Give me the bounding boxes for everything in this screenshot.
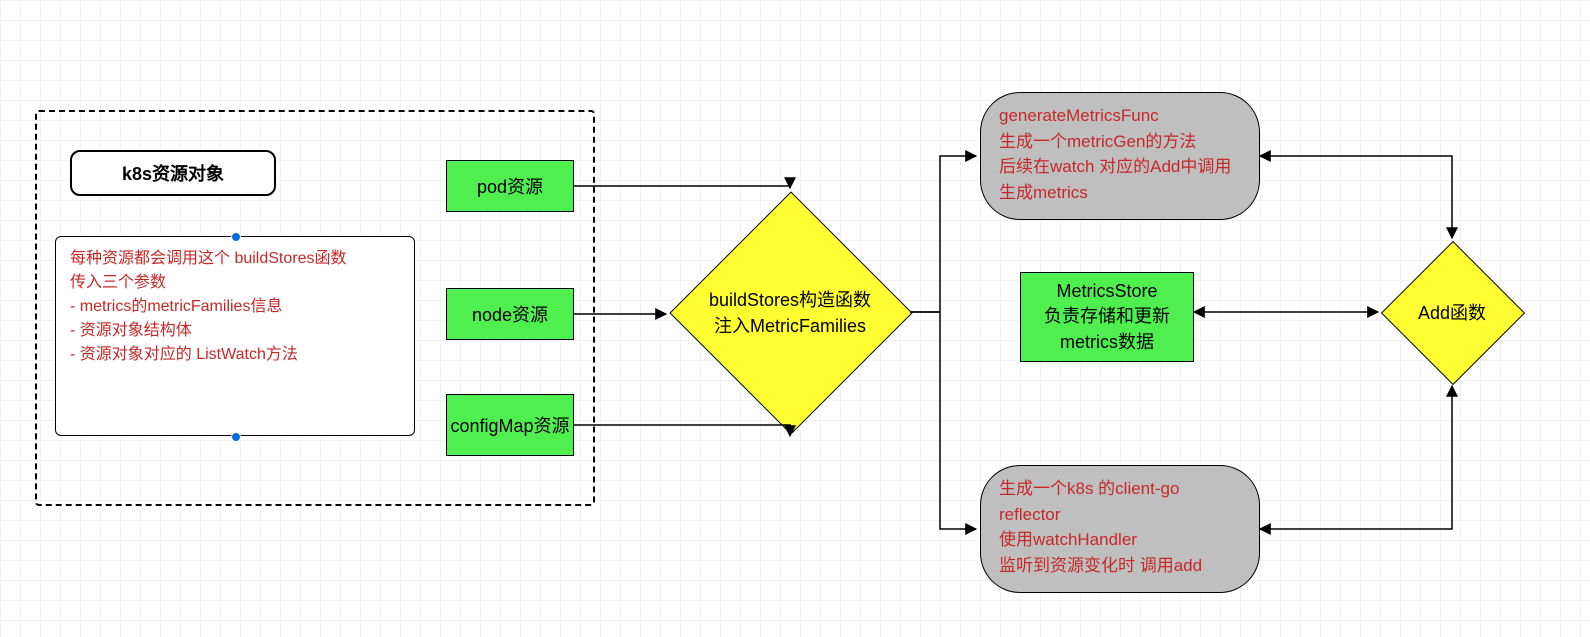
node-pod-label: pod资源	[477, 173, 543, 199]
node-configmap: configMap资源	[446, 394, 574, 456]
pill-generate-metrics: generateMetricsFunc 生成一个metricGen的方法 后续在…	[980, 92, 1260, 220]
diamond-buildstores	[669, 191, 912, 434]
pill-line: 使用watchHandler	[999, 527, 1241, 553]
edge-pod-to-build	[574, 186, 790, 188]
desc-line: 每种资源都会调用这个 buildStores函数	[70, 247, 400, 271]
desc-line: - 资源对象结构体	[70, 319, 400, 343]
desc-line: - 资源对象对应的 ListWatch方法	[70, 343, 400, 367]
node-metricsstore: MetricsStore 负责存储和更新metrics数据	[1020, 272, 1194, 362]
diamond-add	[1381, 241, 1525, 385]
node-pod: pod资源	[446, 160, 574, 212]
desc-line: - metrics的metricFamilies信息	[70, 295, 400, 319]
pill-line: 监听到资源变化时 调用add	[999, 553, 1241, 579]
edge-gen-to-add	[1260, 156, 1452, 238]
node-metricsstore-label: MetricsStore 负责存储和更新metrics数据	[1027, 281, 1187, 354]
edge-cfg-to-build	[574, 425, 790, 436]
pill-reflector: 生成一个k8s 的client-go reflector 使用watchHand…	[980, 465, 1260, 593]
anchor-dot	[231, 232, 241, 242]
desc-line: 传入三个参数	[70, 271, 400, 295]
group-title: k8s资源对象	[70, 150, 276, 196]
node-node: node资源	[446, 288, 574, 340]
pill-line: 后续在watch 对应的Add中调用生成metrics	[999, 154, 1241, 205]
edge-build-to-gen	[910, 156, 976, 312]
node-node-label: node资源	[472, 301, 548, 327]
pill-line: generateMetricsFunc	[999, 103, 1241, 129]
edge-refl-to-add	[1260, 386, 1452, 529]
edge-build-to-refl	[910, 312, 976, 529]
group-desc: 每种资源都会调用这个 buildStores函数 传入三个参数 - metric…	[55, 236, 415, 436]
flowchart-canvas: k8s资源对象 每种资源都会调用这个 buildStores函数 传入三个参数 …	[0, 0, 1590, 637]
group-title-text: k8s资源对象	[122, 160, 224, 186]
anchor-dot	[231, 432, 241, 442]
node-configmap-label: configMap资源	[450, 412, 569, 438]
pill-line: 生成一个k8s 的client-go reflector	[999, 476, 1241, 527]
pill-line: 生成一个metricGen的方法	[999, 129, 1241, 155]
